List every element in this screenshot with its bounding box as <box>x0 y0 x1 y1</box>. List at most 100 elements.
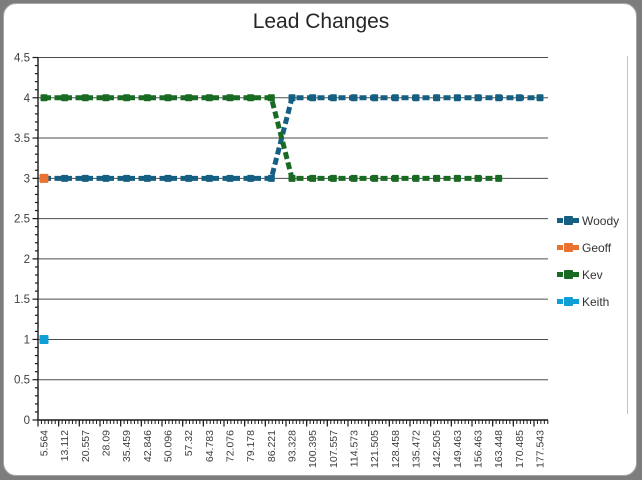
series-marker-kev <box>247 94 255 102</box>
x-axis-label: 57.32 <box>183 430 195 456</box>
series-marker-woody <box>412 94 420 102</box>
series-marker-woody <box>453 94 461 102</box>
x-axis-label: 156.463 <box>473 430 485 468</box>
series-marker-woody <box>164 174 172 182</box>
x-axis-label: 107.557 <box>328 430 340 468</box>
x-axis-label: 114.573 <box>349 430 361 467</box>
chart-area-right-border <box>627 56 628 414</box>
x-axis-label: 93.328 <box>287 430 299 462</box>
series-marker-kev <box>309 174 317 182</box>
x-axis-label: 135.472 <box>411 430 423 468</box>
legend-item-woody: Woody <box>557 211 629 230</box>
series-marker-woody <box>205 174 213 182</box>
series-marker-woody <box>350 94 358 102</box>
x-axis-label: 5.564 <box>39 430 51 456</box>
series-marker-woody <box>81 174 89 182</box>
legend-marker-icon <box>557 243 579 252</box>
legend-item-keith: Keith <box>557 292 629 311</box>
series-marker-woody <box>185 174 193 182</box>
x-axis-label: 142.505 <box>431 430 443 468</box>
y-axis-label: 4 <box>24 93 31 105</box>
x-axis-label: 149.463 <box>452 430 464 468</box>
series-marker-kev <box>164 94 172 102</box>
legend-item-kev: Kev <box>557 265 629 284</box>
series-marker-woody <box>267 174 275 182</box>
legend-label: Geoff <box>582 240 612 255</box>
chart-card <box>3 3 637 476</box>
y-axis-label: 2 <box>24 254 30 266</box>
series-marker-woody <box>226 174 234 182</box>
series-marker-kev <box>350 174 358 182</box>
x-axis-label: 64.783 <box>204 430 216 462</box>
y-axis-label: 3 <box>24 173 30 185</box>
x-axis-label: 72.076 <box>225 430 237 462</box>
series-marker-kev <box>329 174 337 182</box>
series-marker-kev <box>81 94 89 102</box>
y-axis-label: 4.5 <box>14 53 30 65</box>
y-axis-label: 0 <box>24 415 30 427</box>
series-marker-woody <box>102 174 110 182</box>
x-axis-label: 35.459 <box>121 430 133 462</box>
series-marker-kev <box>288 174 296 182</box>
series-marker-kev <box>226 94 234 102</box>
series-marker-kev <box>205 94 213 102</box>
x-axis-label: 86.221 <box>266 430 278 462</box>
legend-marker-icon <box>557 297 579 306</box>
series-marker-woody <box>515 94 523 102</box>
series-marker-kev <box>453 174 461 182</box>
legend-item-geoff: Geoff <box>557 238 629 257</box>
y-axis-label: 2.5 <box>14 214 30 226</box>
x-axis-label: 28.09 <box>101 430 113 456</box>
series-marker-kev <box>61 94 69 102</box>
x-axis-label: 170.485 <box>514 430 526 468</box>
legend-label: Keith <box>582 294 610 309</box>
series-marker-woody <box>371 94 379 102</box>
legend-label: Kev <box>582 267 603 282</box>
x-axis-label: 13.112 <box>59 430 71 461</box>
x-axis-label: 20.557 <box>80 430 92 462</box>
chart-legend: Woody Geoff Kev Keith <box>557 211 629 311</box>
series-marker-woody <box>495 94 503 102</box>
chart-title: Lead Changes <box>252 10 390 33</box>
series-marker-geoff <box>39 173 49 183</box>
series-marker-kev <box>474 174 482 182</box>
series-marker-kev <box>391 174 399 182</box>
x-axis-label: 50.096 <box>163 430 175 462</box>
x-axis-label: 128.458 <box>390 430 402 468</box>
legend-marker-icon <box>557 270 579 279</box>
y-axis-label: 1.5 <box>14 294 30 306</box>
y-axis-label: 3.5 <box>14 133 30 145</box>
x-axis-label: 163.448 <box>493 430 505 468</box>
series-marker-kev <box>185 94 193 102</box>
series-marker-kev <box>433 174 441 182</box>
series-marker-woody <box>143 174 151 182</box>
legend-marker-icon <box>557 216 579 225</box>
series-marker-kev <box>371 174 379 182</box>
series-marker-kev <box>267 94 275 102</box>
x-axis-label: 177.543 <box>535 430 547 468</box>
series-marker-woody <box>536 94 544 102</box>
y-axis-label: 0.5 <box>14 375 30 387</box>
series-marker-woody <box>61 174 69 182</box>
legend-label: Woody <box>582 213 620 228</box>
series-marker-kev <box>123 94 131 102</box>
series-marker-kev <box>40 94 48 102</box>
series-marker-kev <box>143 94 151 102</box>
series-marker-woody <box>288 94 296 102</box>
series-marker-woody <box>123 174 131 182</box>
series-marker-kev <box>412 174 420 182</box>
y-axis-label: 1 <box>24 334 30 346</box>
series-marker-woody <box>309 94 317 102</box>
x-axis-label: 42.846 <box>142 430 154 462</box>
series-marker-woody <box>474 94 482 102</box>
series-marker-kev <box>102 94 110 102</box>
series-marker-woody <box>329 94 337 102</box>
x-axis-label: 100.395 <box>307 430 319 468</box>
series-marker-keith <box>39 334 49 344</box>
series-marker-woody <box>433 94 441 102</box>
x-axis-label: 121.505 <box>369 430 381 468</box>
series-marker-woody <box>247 174 255 182</box>
x-axis-label: 79.178 <box>245 430 257 462</box>
series-marker-woody <box>391 94 399 102</box>
